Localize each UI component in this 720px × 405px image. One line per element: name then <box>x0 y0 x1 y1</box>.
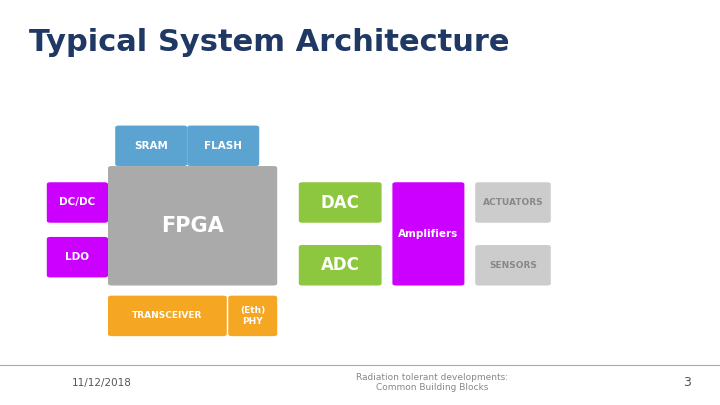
Text: Typical System Architecture: Typical System Architecture <box>29 28 509 58</box>
Text: DC/DC: DC/DC <box>59 198 96 207</box>
FancyBboxPatch shape <box>299 182 382 223</box>
Text: Radiation tolerant developments:
Common Building Blocks: Radiation tolerant developments: Common … <box>356 373 508 392</box>
FancyBboxPatch shape <box>47 237 108 277</box>
Text: TRANSCEIVER: TRANSCEIVER <box>132 311 202 320</box>
FancyBboxPatch shape <box>299 245 382 286</box>
Text: LDO: LDO <box>66 252 89 262</box>
Text: Amplifiers: Amplifiers <box>398 229 459 239</box>
FancyBboxPatch shape <box>475 245 551 286</box>
FancyBboxPatch shape <box>108 296 227 336</box>
FancyBboxPatch shape <box>47 182 108 223</box>
Text: FLASH: FLASH <box>204 141 242 151</box>
FancyBboxPatch shape <box>115 126 187 166</box>
Text: DAC: DAC <box>321 194 359 211</box>
FancyBboxPatch shape <box>228 296 277 336</box>
Text: ACTUATORS: ACTUATORS <box>482 198 544 207</box>
Text: 3: 3 <box>683 376 691 389</box>
FancyBboxPatch shape <box>475 182 551 223</box>
Text: FPGA: FPGA <box>161 216 224 236</box>
Text: (Eth)
PHY: (Eth) PHY <box>240 306 266 326</box>
FancyBboxPatch shape <box>108 166 277 286</box>
FancyBboxPatch shape <box>392 182 464 286</box>
Text: 11/12/2018: 11/12/2018 <box>72 378 132 388</box>
Text: SENSORS: SENSORS <box>489 261 537 270</box>
FancyBboxPatch shape <box>187 126 259 166</box>
Text: SRAM: SRAM <box>134 141 168 151</box>
Text: ADC: ADC <box>321 256 359 274</box>
